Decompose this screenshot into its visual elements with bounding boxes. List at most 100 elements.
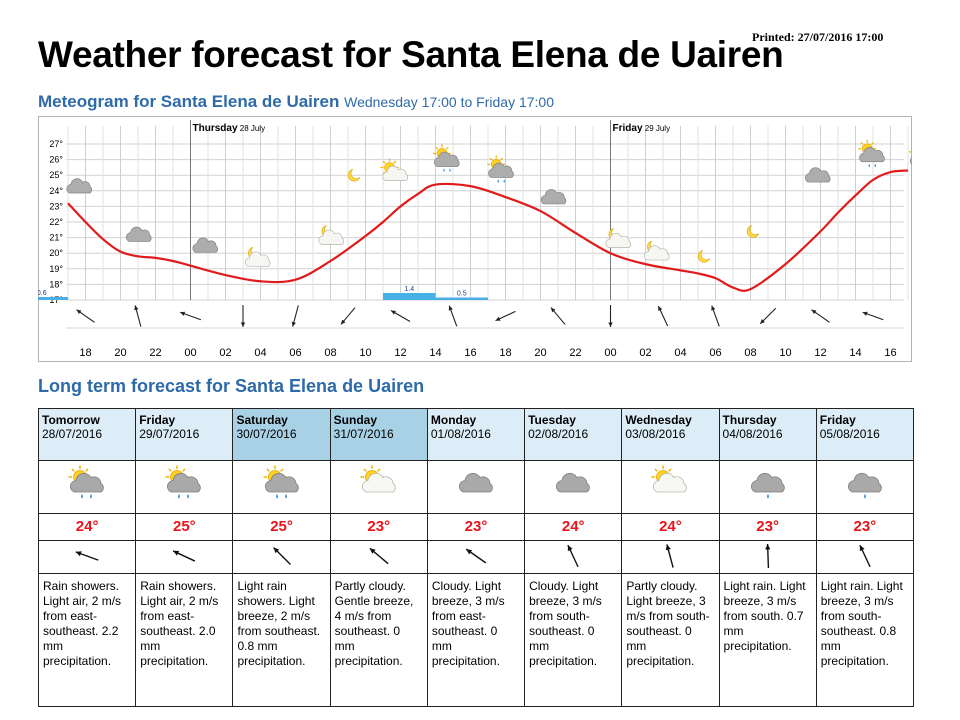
- partly-cloudy-icon: [360, 465, 396, 493]
- precip-label: 0.6: [38, 290, 47, 297]
- precip-label: 1.4: [404, 286, 414, 293]
- wind-cell: [329, 540, 428, 574]
- wind-cell: [232, 540, 331, 574]
- day-header: Monday 01/08/2016: [426, 408, 526, 461]
- day-header: Friday 05/08/2016: [815, 408, 915, 461]
- cloudy-rain-icon: [847, 472, 882, 499]
- temperature-line: [67, 169, 909, 292]
- partly-cloudy-day-rain-icon: [487, 155, 514, 183]
- x-tick-label: 20: [114, 347, 126, 359]
- wind-arrow-icon: [764, 543, 771, 569]
- y-tick-label: 21°: [49, 233, 63, 243]
- day-header: Wednesday 03/08/2016: [621, 408, 720, 461]
- y-tick-label: 26°: [49, 155, 63, 165]
- fair-icon: [380, 158, 408, 181]
- wind-arrow-icon: [272, 547, 291, 565]
- fair-night-icon: [697, 250, 711, 263]
- day-header: Tomorrow 28/07/2016: [37, 408, 137, 461]
- day-description: Partly cloudy. Light breeze, 3 m/s from …: [621, 573, 720, 707]
- wind-cell: [37, 540, 137, 574]
- page-title: Weather forecast for Santa Elena de Uair…: [38, 34, 784, 75]
- weather-icon-cell: [135, 460, 234, 514]
- x-tick-label: 14: [849, 347, 861, 359]
- x-tick-label: 04: [254, 347, 266, 359]
- wind-arrow-head: [76, 309, 82, 315]
- day-header: Thursday 04/08/2016: [718, 408, 817, 461]
- day-name: Thursday: [722, 413, 777, 427]
- day-description: Partly cloudy. Gentle breeze, 4 m/s from…: [329, 573, 428, 707]
- x-tick-label: 12: [814, 347, 826, 359]
- y-tick-label: 19°: [49, 264, 63, 274]
- wind-arrow-head: [811, 309, 817, 315]
- weather-icon-cell: [718, 460, 817, 514]
- cloudy-icon: [804, 167, 831, 183]
- partly-cloudy-day-rain-icon: [433, 144, 460, 172]
- wind-arrow-head: [340, 319, 346, 325]
- day-name: Monday: [430, 413, 477, 427]
- x-tick-label: 18: [499, 347, 511, 359]
- longterm-title: Long term forecast for Santa Elena de Ua…: [38, 376, 425, 396]
- day-temperature: 23°: [815, 513, 915, 541]
- y-tick-label: 27°: [49, 139, 63, 149]
- day-label: Friday 29 July: [613, 123, 671, 134]
- day-description: Rain showers. Light air, 2 m/s from east…: [37, 573, 137, 707]
- cloudy-icon: [125, 226, 152, 242]
- meteogram-range: Wednesday 17:00 to Friday 17:00: [344, 94, 554, 110]
- longterm-table: Tomorrow 28/07/2016 Friday 29/07/2016 Saturd…: [37, 408, 915, 707]
- wind-arrow-head: [448, 305, 453, 311]
- x-tick-label: 10: [359, 347, 371, 359]
- cloudy-icon: [66, 178, 92, 194]
- day-date: 05/08/2016: [819, 427, 880, 441]
- partly-cloudy-rain-icon: [263, 465, 299, 499]
- day-date: 30/07/2016: [236, 427, 297, 441]
- partly-cloudy-night-icon: [643, 240, 670, 261]
- x-tick-label: 14: [429, 347, 441, 359]
- x-tick-label: 00: [604, 347, 616, 359]
- meteogram-title: Meteogram for Santa Elena de Uairen: [38, 92, 340, 111]
- day-date: 29/07/2016: [139, 427, 200, 441]
- wind-arrow-icon: [859, 544, 871, 568]
- x-tick-label: 20: [534, 347, 546, 359]
- wind-arrow-head: [291, 321, 296, 327]
- day-description: Light rain. Light breeze, 3 m/s from sou…: [718, 573, 817, 707]
- wind-arrow-head: [550, 307, 556, 313]
- wind-arrow-head: [390, 310, 396, 315]
- x-tick-label: 02: [219, 347, 231, 359]
- wind-arrow-icon: [666, 544, 675, 568]
- weather-icon-cell: [426, 460, 526, 514]
- partly-cloudy-icon: [651, 465, 688, 493]
- longterm-icon-row: [37, 460, 915, 514]
- weather-icon-cell: [329, 460, 428, 514]
- day-name: Wednesday: [625, 413, 692, 427]
- y-tick-label: 25°: [49, 170, 63, 180]
- wind-arrow-head: [495, 316, 501, 321]
- x-tick-label: 08: [324, 347, 336, 359]
- day-name: Friday: [819, 413, 856, 427]
- y-tick-label: 22°: [49, 217, 63, 227]
- wind-arrow-head: [760, 319, 765, 324]
- day-temperature: 24°: [37, 513, 137, 541]
- wind-arrow-icon: [75, 551, 99, 561]
- day-header: Saturday 30/07/2016: [232, 408, 331, 461]
- day-temperature: 23°: [718, 513, 817, 541]
- day-date: 03/08/2016: [625, 427, 686, 441]
- day-date: 04/08/2016: [722, 427, 783, 441]
- x-tick-label: 06: [709, 347, 721, 359]
- x-tick-label: 12: [394, 347, 406, 359]
- y-tick-label: 24°: [49, 186, 63, 196]
- x-tick-label: 08: [744, 347, 756, 359]
- cloudy-icon: [556, 472, 590, 493]
- wind-arrow-head: [180, 311, 186, 316]
- precip-label: 0.5: [457, 291, 467, 298]
- wind-arrow-icon: [465, 548, 487, 564]
- wind-arrow-icon: [567, 544, 579, 568]
- x-tick-label: 22: [149, 347, 161, 359]
- day-temperature: 24°: [621, 513, 720, 541]
- meteogram-frame: [38, 116, 912, 362]
- weather-icon-cell: [621, 460, 720, 514]
- cloudy-icon: [459, 472, 493, 493]
- wind-arrow-head: [608, 322, 613, 327]
- wind-arrow-head: [134, 305, 139, 311]
- cloudy-rain-icon: [750, 472, 785, 499]
